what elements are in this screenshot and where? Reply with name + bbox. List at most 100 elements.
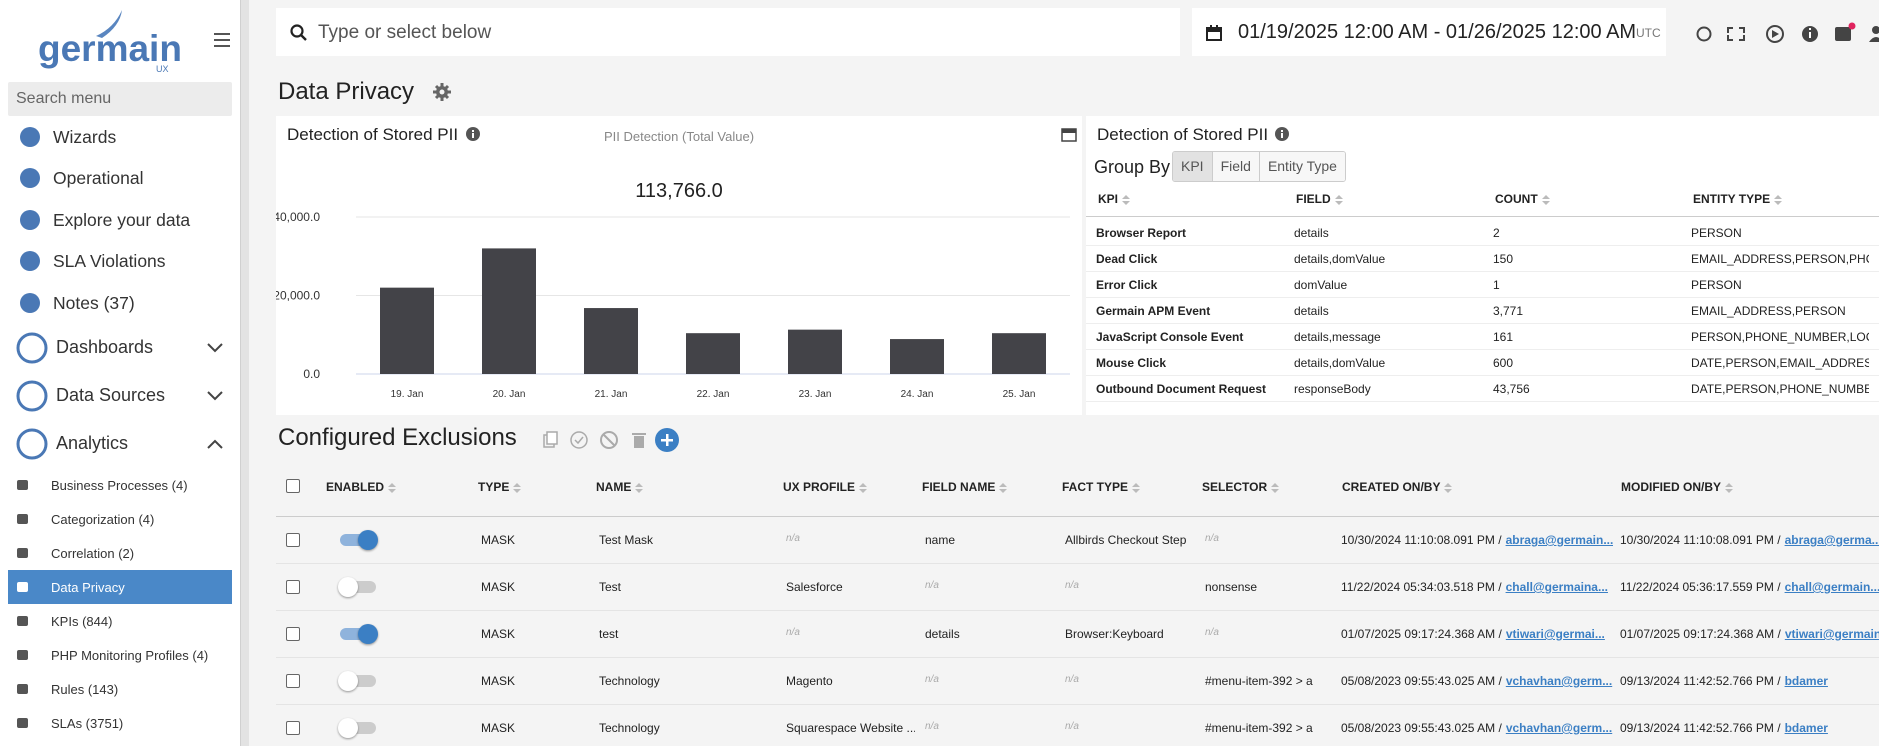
menu-label: Explore your data bbox=[53, 210, 191, 230]
submenu-item[interactable]: Correlation (2) bbox=[8, 536, 232, 570]
table-cell: EMAIL_ADDRESS,PERSON,PHO... bbox=[1691, 252, 1869, 266]
sort-icon bbox=[999, 482, 1008, 493]
info-icon[interactable] bbox=[1802, 26, 1818, 42]
audit-user[interactable]: bdamer bbox=[1784, 721, 1828, 735]
hamburger[interactable] bbox=[214, 32, 232, 48]
submenu-label: KPIs (844) bbox=[51, 614, 113, 629]
audit-user[interactable]: bdamer bbox=[1784, 674, 1828, 688]
table-cell: Dead Click bbox=[1096, 252, 1158, 266]
toggle[interactable] bbox=[340, 624, 378, 644]
column-header[interactable]: TYPE bbox=[478, 480, 522, 494]
column-header[interactable]: SELECTOR bbox=[1202, 480, 1280, 494]
window-icon[interactable] bbox=[1061, 128, 1077, 142]
column-header[interactable]: FIELD bbox=[1296, 192, 1343, 206]
audit-date: 05/08/2023 09:55:43.025 AM / bbox=[1341, 674, 1502, 688]
menu-item[interactable]: Data Sources bbox=[0, 378, 240, 414]
menu-item[interactable]: Notes (37) bbox=[0, 285, 240, 321]
group-by-tab[interactable]: Field bbox=[1211, 152, 1259, 181]
table-cell: responseBody bbox=[1294, 382, 1371, 396]
menu-item[interactable]: Explore your data bbox=[0, 202, 240, 238]
submenu-icon bbox=[17, 650, 28, 660]
column-header[interactable]: MODIFIED ON/BY bbox=[1621, 480, 1734, 494]
x-tick-label: 22. Jan bbox=[697, 389, 730, 400]
column-header[interactable]: CREATED ON/BY bbox=[1342, 480, 1453, 494]
sort-icon bbox=[1334, 194, 1343, 205]
play-icon[interactable] bbox=[1766, 25, 1784, 43]
table-cell: Mouse Click bbox=[1096, 356, 1167, 370]
menu-item[interactable]: Wizards bbox=[0, 119, 240, 155]
sort-icon bbox=[1132, 482, 1141, 493]
toggle[interactable] bbox=[340, 530, 378, 550]
toggle[interactable] bbox=[338, 718, 376, 738]
audit-date: 09/13/2024 11:42:52.766 PM / bbox=[1620, 721, 1781, 735]
enable-icon[interactable] bbox=[570, 431, 588, 449]
table-cell: n/a bbox=[1065, 721, 1079, 732]
submenu-item[interactable]: PHP Monitoring Profiles (4) bbox=[8, 638, 232, 672]
audit-user[interactable]: chall@germaina... bbox=[1505, 580, 1608, 594]
submenu-item[interactable]: Data Privacy bbox=[8, 570, 232, 604]
x-tick-label: 23. Jan bbox=[799, 389, 832, 400]
submenu-item[interactable]: Business Processes (4) bbox=[8, 468, 232, 502]
date-picker[interactable]: 01/19/2025 12:00 AM - 01/26/2025 12:00 A… bbox=[1192, 8, 1666, 56]
row-checkbox[interactable] bbox=[286, 627, 300, 641]
audit-user[interactable]: vchavhan@germ... bbox=[1505, 674, 1613, 688]
audit-user[interactable]: vchavhan@germ... bbox=[1505, 721, 1613, 735]
column-header[interactable]: COUNT bbox=[1495, 192, 1550, 206]
disable-icon[interactable] bbox=[600, 431, 618, 449]
fullscreen-icon[interactable] bbox=[1727, 27, 1745, 41]
column-header[interactable]: KPI bbox=[1098, 192, 1131, 206]
settings-icon[interactable] bbox=[433, 83, 451, 101]
audit-cell: 09/13/2024 11:42:52.766 PM / bdamer bbox=[1620, 674, 1879, 688]
delete-icon[interactable] bbox=[632, 433, 646, 448]
toggle[interactable] bbox=[338, 671, 376, 691]
audit-user[interactable]: chall@germain... bbox=[1784, 580, 1879, 594]
global-search[interactable]: Type or select below bbox=[276, 8, 1180, 56]
toggle[interactable] bbox=[338, 577, 376, 597]
refresh-icon[interactable] bbox=[1696, 26, 1712, 42]
audit-user[interactable]: abraga@germain... bbox=[1505, 533, 1613, 547]
submenu-item[interactable]: SLAs (3751) bbox=[8, 706, 232, 740]
column-header-text: FIELD NAME bbox=[922, 480, 996, 494]
date-range: 01/19/2025 12:00 AM - 01/26/2025 12:00 A… bbox=[1238, 21, 1637, 43]
audit-cell: 05/08/2023 09:55:43.025 AM / vchavhan@ger… bbox=[1341, 721, 1613, 735]
menu-item[interactable]: Dashboards bbox=[0, 330, 240, 366]
column-header-text: CREATED ON/BY bbox=[1342, 480, 1441, 494]
group-by-tab[interactable]: KPI bbox=[1173, 152, 1212, 181]
info-icon[interactable] bbox=[465, 126, 481, 142]
menu-icon bbox=[20, 127, 40, 147]
add-icon[interactable] bbox=[655, 428, 679, 452]
submenu-item[interactable]: Categorization (4) bbox=[8, 502, 232, 536]
column-header[interactable]: ENABLED bbox=[326, 480, 397, 494]
menu-item[interactable]: SLA Violations bbox=[0, 243, 240, 279]
column-header[interactable]: NAME bbox=[596, 480, 644, 494]
user-icon[interactable] bbox=[1869, 26, 1879, 42]
audit-user[interactable]: vtiwari@germai... bbox=[1505, 627, 1605, 641]
row-checkbox[interactable] bbox=[286, 674, 300, 688]
bar bbox=[380, 287, 434, 374]
row-checkbox[interactable] bbox=[286, 533, 300, 547]
bar bbox=[584, 308, 638, 374]
column-header[interactable]: UX PROFILE bbox=[783, 480, 868, 494]
audit-user[interactable]: vtiwari@germain... bbox=[1784, 627, 1879, 641]
menu-search-placeholder: Search menu bbox=[16, 90, 112, 107]
column-header[interactable]: FIELD NAME bbox=[922, 480, 1008, 494]
column-header[interactable]: FACT TYPE bbox=[1062, 480, 1141, 494]
select-all-checkbox[interactable] bbox=[286, 479, 300, 493]
submenu-label: SLAs (3751) bbox=[51, 716, 124, 731]
inbox-icon[interactable] bbox=[1835, 22, 1856, 42]
audit-cell: 11/22/2024 05:34:03.518 PM / chall@germai… bbox=[1341, 580, 1613, 594]
info-icon[interactable] bbox=[1274, 126, 1290, 142]
menu-item[interactable]: Analytics bbox=[0, 426, 240, 462]
menu-item[interactable]: Operational bbox=[0, 160, 240, 196]
copy-icon[interactable] bbox=[543, 431, 558, 448]
column-header[interactable]: ENTITY TYPE bbox=[1693, 192, 1783, 206]
submenu-item[interactable]: KPIs (844) bbox=[8, 604, 232, 638]
audit-user[interactable]: abraga@germa... bbox=[1784, 533, 1879, 547]
group-by-tab[interactable]: Entity Type bbox=[1258, 152, 1345, 181]
submenu-item[interactable]: Rules (143) bbox=[8, 672, 232, 706]
column-header-text: FACT TYPE bbox=[1062, 480, 1129, 494]
row-checkbox[interactable] bbox=[286, 721, 300, 735]
menu-search[interactable]: Search menu bbox=[8, 82, 232, 116]
row-checkbox[interactable] bbox=[286, 580, 300, 594]
